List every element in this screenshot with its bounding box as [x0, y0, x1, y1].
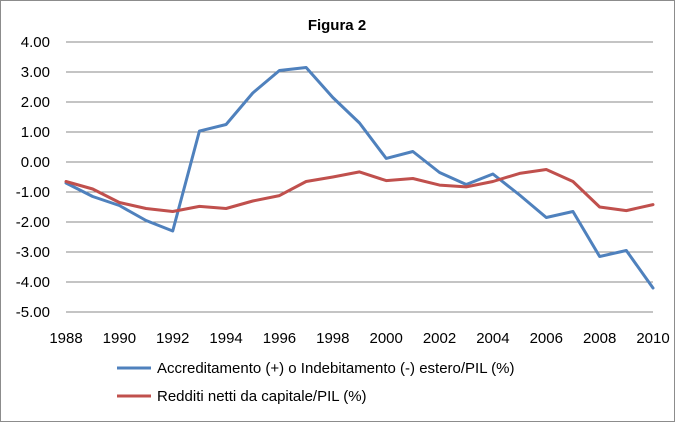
y-tick-label: -3.00 [16, 244, 50, 261]
legend-label: Redditi netti da capitale/PIL (%) [157, 388, 367, 405]
y-tick-label: 2.00 [21, 94, 50, 111]
series-lines [64, 66, 655, 290]
y-tick-label: 3.00 [21, 64, 50, 81]
y-tick-label: -5.00 [16, 304, 50, 321]
x-tick-label: 2004 [476, 330, 509, 347]
y-tick-label: 0.00 [21, 154, 50, 171]
x-tick-label: 1988 [49, 330, 82, 347]
x-tick-label: 1992 [156, 330, 189, 347]
x-tick-label: 2008 [583, 330, 616, 347]
gridlines [66, 41, 653, 313]
x-tick-label: 1994 [209, 330, 242, 347]
x-tick-label: 1998 [316, 330, 349, 347]
series-line-1 [64, 66, 655, 290]
x-tick-label: 2002 [423, 330, 456, 347]
legend: Accreditamento (+) o Indebitamento (-) e… [117, 360, 515, 405]
y-axis-ticks: 4.00 3.00 2.00 1.00 0.00 -1.00 -2.00 -3.00 -4.00… [16, 34, 50, 321]
x-tick-label: 2006 [530, 330, 563, 347]
x-tick-label: 1990 [103, 330, 136, 347]
y-tick-label: -2.00 [16, 214, 50, 231]
chart-title: Figura 2 [308, 17, 366, 34]
series-line-2 [64, 168, 655, 213]
y-tick-label: 1.00 [21, 124, 50, 141]
legend-label: Accreditamento (+) o Indebitamento (-) e… [157, 360, 515, 377]
x-tick-label: 2010 [636, 330, 669, 347]
x-tick-label: 2000 [369, 330, 402, 347]
y-tick-label: 4.00 [21, 34, 50, 51]
x-axis-ticks: 1988 1990 1992 1994 1996 1998 2000 2002 2004 2006… [49, 330, 669, 347]
x-tick-label: 1996 [263, 330, 296, 347]
y-tick-label: -4.00 [16, 274, 50, 291]
y-tick-label: -1.00 [16, 184, 50, 201]
